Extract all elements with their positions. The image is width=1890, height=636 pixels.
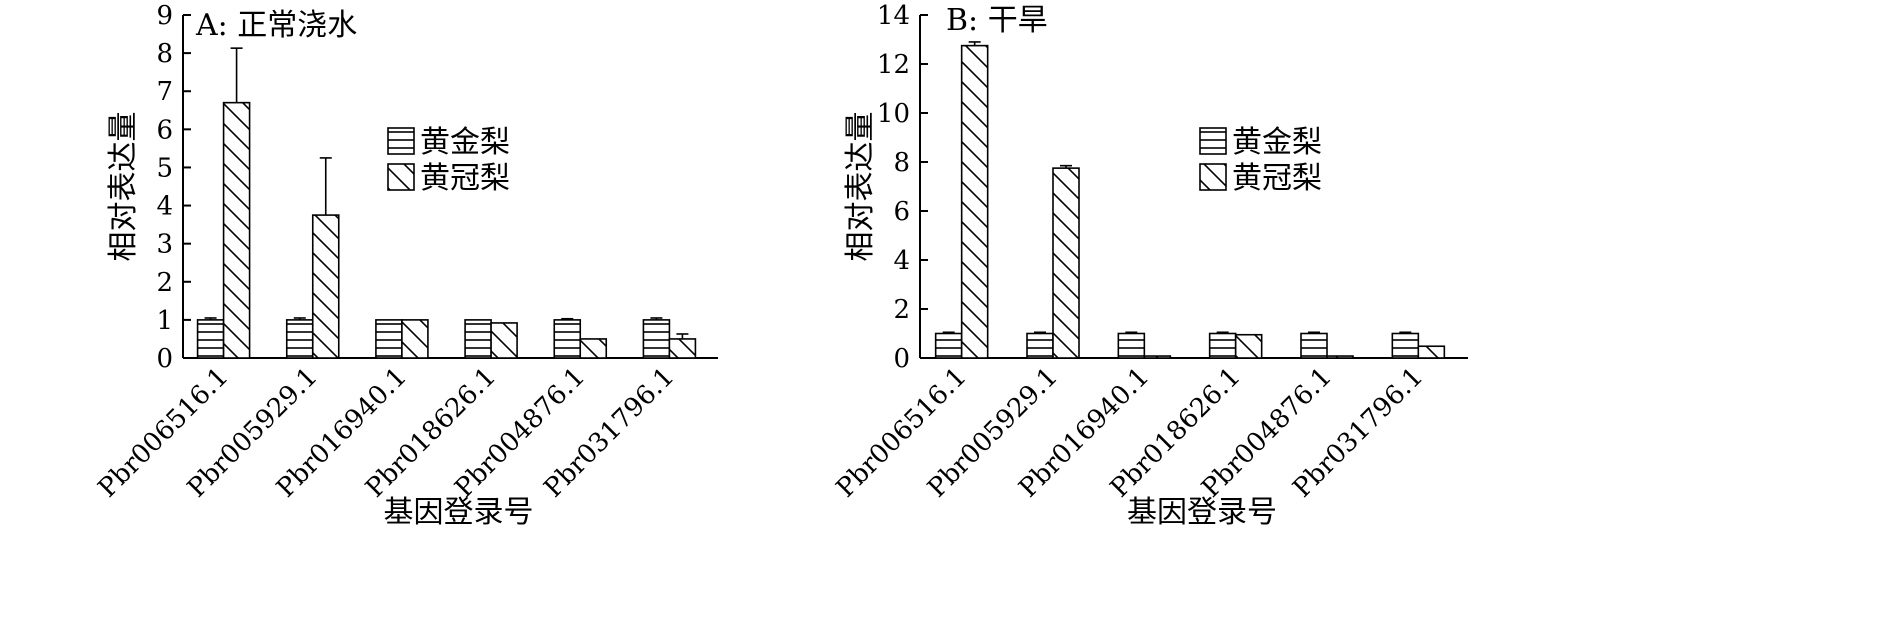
y-tick-label: 12 (877, 50, 910, 80)
y-tick-label: 0 (893, 344, 910, 374)
x-axis-title: 基因登录号 (1127, 495, 1277, 530)
y-tick-label: 4 (156, 192, 173, 222)
bar (668, 338, 697, 359)
x-axis-title: 基因登录号 (384, 495, 534, 530)
y-tick-label: 6 (156, 115, 173, 145)
bar (1391, 332, 1420, 359)
y-tick-label: 9 (156, 1, 173, 31)
bar (553, 319, 582, 359)
bar (579, 338, 608, 359)
legend-label: 黄金梨 (1232, 125, 1322, 160)
chart-title: A: 正常浇水 (195, 8, 357, 43)
bar (401, 319, 429, 359)
y-tick-label: 6 (893, 197, 910, 227)
y-tick-label: 2 (156, 268, 173, 298)
y-tick-label: 8 (893, 148, 910, 178)
y-tick-label: 2 (893, 295, 910, 325)
y-tick-label: 0 (156, 344, 173, 374)
bar (1143, 355, 1172, 359)
chart-title: B: 干旱 (946, 3, 1048, 38)
bar (1026, 332, 1054, 359)
bar (1117, 332, 1146, 359)
bar (960, 44, 989, 359)
y-tick-label: 14 (877, 1, 910, 31)
y-tick-label: 8 (156, 39, 173, 69)
bar (311, 214, 340, 359)
y-axis-title: 相对表达量 (106, 112, 141, 262)
bar (222, 101, 251, 359)
legend-label: 黄冠梨 (1232, 161, 1322, 196)
y-tick-label: 7 (156, 77, 173, 107)
y-tick-label: 10 (877, 99, 910, 129)
y-tick-label: 3 (156, 230, 173, 260)
bar (1234, 333, 1263, 359)
bar (375, 319, 403, 359)
bar (1417, 345, 1446, 359)
y-tick-label: 5 (156, 153, 173, 183)
bar (1326, 355, 1354, 359)
y-axis-title: 相对表达量 (843, 112, 878, 262)
y-tick-label: 4 (893, 246, 910, 276)
legend-swatch (387, 163, 415, 191)
bar (1300, 332, 1328, 359)
legend-label: 黄金梨 (420, 125, 510, 160)
legend-label: 黄冠梨 (420, 161, 510, 196)
legend-swatch (387, 127, 415, 155)
y-tick-label: 1 (156, 306, 173, 336)
bar (285, 319, 314, 359)
bar (196, 319, 225, 359)
bar (1208, 332, 1237, 359)
bar (934, 332, 963, 359)
bar (464, 319, 492, 359)
bar (1052, 167, 1080, 359)
bar (490, 322, 518, 359)
legend-swatch (1199, 163, 1227, 191)
legend-swatch (1199, 127, 1227, 155)
bar (642, 319, 671, 359)
